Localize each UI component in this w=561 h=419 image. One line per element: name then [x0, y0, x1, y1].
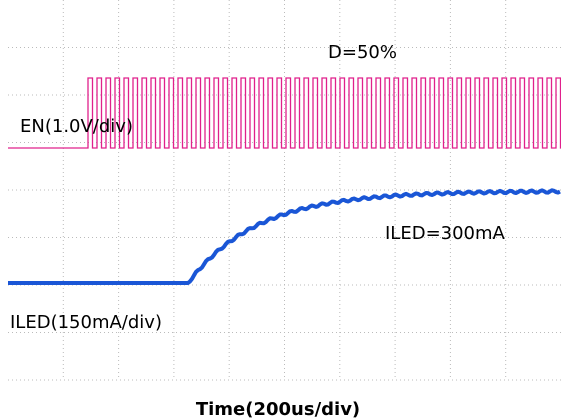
iled-scale-label: ILED(150mA/div) — [10, 312, 162, 333]
en-waveform — [8, 77, 561, 149]
grid — [8, 0, 561, 381]
iled-value-label: ILED=300mA — [385, 223, 506, 244]
en-scale-label: EN(1.0V/div) — [20, 116, 133, 137]
duty-label: D=50% — [328, 42, 397, 63]
iled-waveform — [8, 188, 561, 285]
time-scale-label: Time(200us/div) — [196, 399, 360, 419]
